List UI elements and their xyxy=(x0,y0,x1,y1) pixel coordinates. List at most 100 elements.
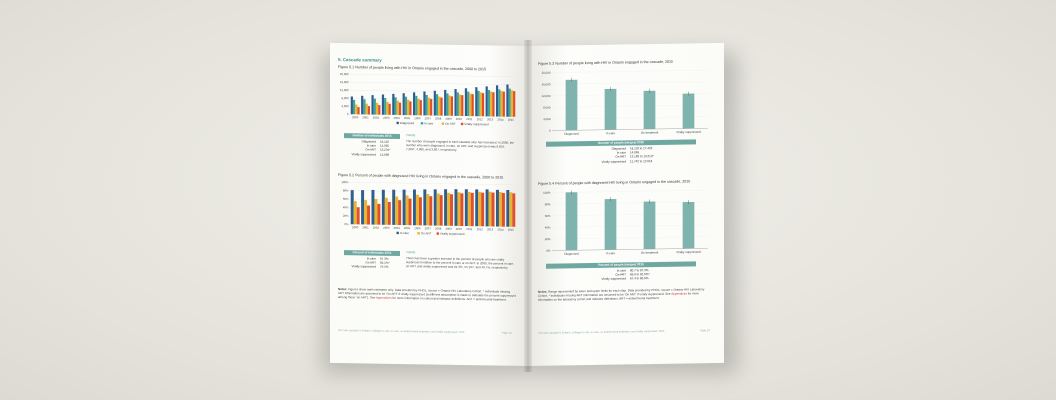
bar-in-care xyxy=(487,89,491,117)
x-tick-label: 2005 xyxy=(404,226,411,230)
bar-virally-suppressed xyxy=(502,91,505,117)
gridline xyxy=(350,182,516,185)
x-axis xyxy=(552,127,708,131)
x-tick-label: 2015 xyxy=(508,228,515,232)
bar-in-care xyxy=(350,190,354,225)
table4 xyxy=(528,43,724,46)
y-tick-label: 80% xyxy=(545,202,551,206)
bar-on-art xyxy=(436,193,440,226)
x-tick-label: In care xyxy=(606,251,616,255)
gridline xyxy=(552,213,708,216)
y-tick-label: 40% xyxy=(343,205,349,209)
y-tick-label: 100% xyxy=(543,191,551,195)
x-tick-label: 2010 xyxy=(456,117,463,121)
left-footer: HIV care cascade in Ontario: Linkage to … xyxy=(338,329,465,334)
bar-in-care xyxy=(371,189,375,225)
bar-diagnosed xyxy=(444,89,447,116)
y-tick-label: 0 xyxy=(347,112,349,116)
bar-on-art xyxy=(509,192,513,227)
right-notes: Notes: Range represented by lower and up… xyxy=(538,287,705,302)
bar-in-care xyxy=(402,189,406,226)
y-tick-label: 4,000 xyxy=(342,104,349,108)
gridline xyxy=(552,104,708,108)
x-tick-label: 2003 xyxy=(383,116,390,120)
bar-virally-suppressed xyxy=(491,192,495,227)
y-tick-label: 20% xyxy=(343,214,349,218)
row-label: Virally suppressed xyxy=(351,151,376,157)
bar-on-art xyxy=(448,95,451,116)
bar-in-care xyxy=(506,189,510,227)
gridline xyxy=(552,236,708,240)
left-page: 5. Cascade summary Figure 5.1 Number of … xyxy=(330,42,528,367)
bar-virally-suppressed xyxy=(419,100,422,116)
y-tick-label: 60% xyxy=(343,197,349,201)
bar-virally-suppressed xyxy=(450,194,454,226)
bar-diagnosed xyxy=(350,96,353,115)
legend-swatch xyxy=(441,122,445,125)
right-footer: HIV care cascade in Ontario: Linkage to … xyxy=(538,329,665,335)
bar-on-art xyxy=(417,98,420,116)
bar-diagnosed xyxy=(371,95,374,115)
bar-in-care xyxy=(404,96,408,116)
bar-virally-suppressed xyxy=(398,200,402,226)
x-tick-label: 2013 xyxy=(487,117,494,121)
bar-on-art xyxy=(500,90,503,117)
bar-diagnosed xyxy=(565,79,578,131)
bar-in-care xyxy=(373,98,376,115)
x-tick-label: Virally suppressed xyxy=(676,130,701,134)
x-tick-label: 2006 xyxy=(414,226,421,230)
bar-virally-suppressed xyxy=(429,196,433,226)
bar-on-art xyxy=(510,90,514,117)
bar-diagnosed xyxy=(495,85,499,117)
legend-label: Diagnosed xyxy=(400,121,415,125)
bar-diagnosed xyxy=(485,86,488,117)
bar-in-care xyxy=(508,88,511,117)
bar-virally-suppressed xyxy=(408,198,412,226)
left-notes-link[interactable]: Appendices xyxy=(375,295,392,300)
x-tick-label: 2011 xyxy=(466,117,472,121)
bar-in-care xyxy=(477,90,480,117)
bar-in-care xyxy=(435,94,439,116)
right-page: Figure 5.3 Number of people living with … xyxy=(528,42,724,366)
x-tick-label: 2001 xyxy=(362,115,369,119)
bar-in-care xyxy=(604,198,617,250)
bar-in-care xyxy=(444,189,448,226)
gridline xyxy=(552,93,708,96)
x-tick-label: 2009 xyxy=(445,117,452,121)
bar-in-care xyxy=(467,91,470,117)
figure4-caption: Figure 5.4 Percent of people with diagno… xyxy=(538,179,691,186)
bar-in-care xyxy=(361,190,365,225)
table3 xyxy=(528,43,724,46)
bar-virally-suppressed xyxy=(460,193,464,226)
left-notes: Notes: Figures show main estimates only.… xyxy=(338,287,516,302)
x-tick-label: Diagnosed xyxy=(564,252,579,256)
x-tick-label: 2001 xyxy=(362,225,369,229)
bar-in-care xyxy=(363,99,366,115)
x-tick-label: Virally suppressed xyxy=(676,250,701,254)
table2-header: Percent of individuals 2015 xyxy=(344,250,400,256)
bar-virally-suppressed xyxy=(356,207,360,225)
x-axis xyxy=(552,247,708,251)
bar-diagnosed xyxy=(381,94,385,115)
x-tick-label: 2012 xyxy=(477,227,484,231)
y-tick-label: 40% xyxy=(545,225,551,229)
row-label: Virally suppressed xyxy=(601,276,626,282)
bar-on-art xyxy=(365,103,368,115)
bar-in-care xyxy=(456,92,459,116)
bar-in-care xyxy=(464,189,468,227)
row-value: 11,742 to 12,016 xyxy=(630,158,653,163)
bar-on-art xyxy=(467,191,471,227)
right-notes-link[interactable]: Appendices xyxy=(671,291,687,296)
figure3-caption: Figure 5.3 Number of people living with … xyxy=(538,59,674,66)
row-label: Virally suppressed xyxy=(601,159,626,164)
bar-on-art xyxy=(395,196,399,225)
x-tick-label: Diagnosed xyxy=(564,132,579,136)
bar-on-art xyxy=(458,94,462,116)
bar-virally-suppressed xyxy=(367,205,371,225)
bar-virally-suppressed xyxy=(377,203,381,225)
bar-virally-suppressed xyxy=(512,193,516,227)
bar-diagnosed xyxy=(565,192,578,251)
bar-on-art xyxy=(426,193,430,226)
bar-virally-suppressed xyxy=(450,96,454,116)
bar-diagnosed xyxy=(506,84,509,117)
